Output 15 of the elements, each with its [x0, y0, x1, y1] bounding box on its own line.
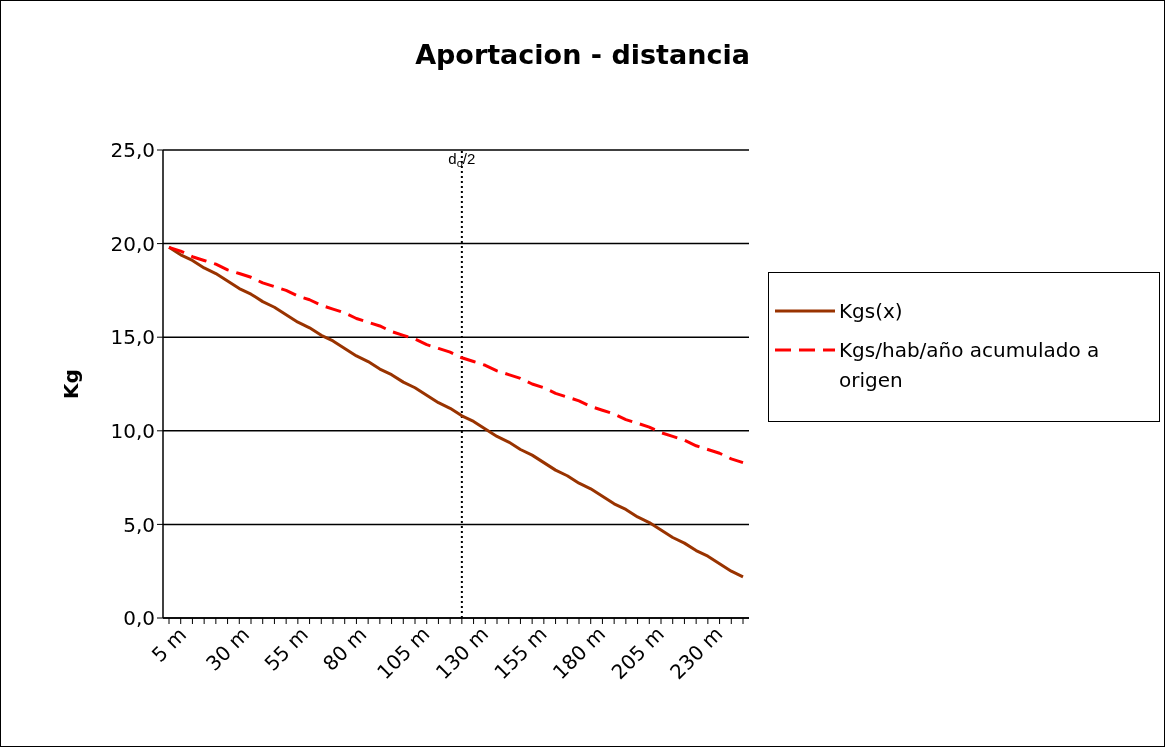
x-tick-label: 80 m — [318, 622, 372, 676]
line-series — [167, 245, 745, 465]
y-tick-label: 20,0 — [110, 231, 155, 256]
legend-label: Kgs(x) — [839, 298, 903, 325]
x-tick-label: 55 m — [259, 622, 313, 676]
y-tick-label: 25,0 — [110, 138, 155, 163]
chart-title: Aportacion - distancia — [414, 39, 751, 70]
y-tick-label: 5,0 — [123, 512, 155, 537]
y-tick-label: 15,0 — [110, 325, 155, 350]
y-tick-label: 0,0 — [123, 606, 155, 631]
x-tick-label: 30 m — [200, 622, 255, 676]
y-axis-title: Kg — [59, 369, 84, 399]
legend-label: Kgs/hab/año acumulado a origen — [839, 337, 1101, 394]
line-series — [167, 245, 745, 579]
y-tick-label: 10,0 — [110, 418, 155, 443]
